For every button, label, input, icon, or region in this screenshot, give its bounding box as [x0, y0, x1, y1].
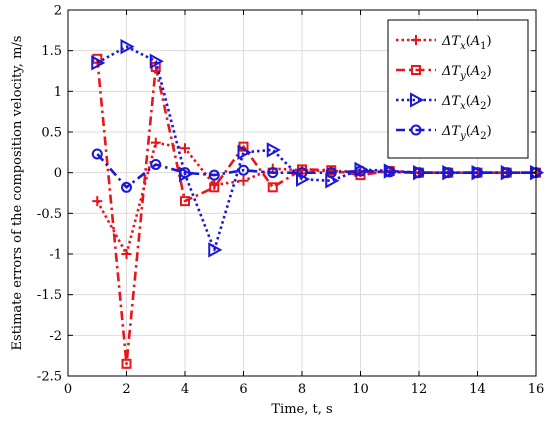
square-marker	[121, 358, 132, 369]
x-tick-label: 16	[528, 382, 545, 397]
plus-marker	[150, 137, 161, 148]
y-tick-label: 0.5	[41, 126, 62, 141]
circle-marker	[150, 159, 162, 171]
x-tick-label: 4	[181, 382, 189, 397]
y-tick-label: -2.5	[37, 370, 62, 385]
triangle-right-marker	[237, 144, 252, 161]
triangle-right-marker	[120, 38, 135, 55]
series-3	[91, 148, 542, 193]
x-tick-label: 6	[239, 382, 247, 397]
x-axis-ticks: 0 2 4 6 8 10 12 14 16	[64, 10, 544, 397]
circle-marker	[472, 167, 483, 179]
square-marker	[180, 196, 190, 207]
legend: ΔTx(A1) ΔTy(A2) ΔTx(A2) ΔTy(A2)	[387, 19, 529, 159]
y-tick-label: 1.5	[41, 44, 62, 59]
legend-label: ΔTy(A2)	[441, 64, 492, 82]
legend-box	[387, 19, 529, 159]
plus-marker	[238, 175, 249, 186]
plus-marker	[121, 249, 132, 259]
x-tick-label: 14	[469, 382, 486, 397]
legend-label: ΔTx(A2)	[441, 94, 492, 112]
y-tick-label: -2	[49, 329, 62, 344]
triangle-right-marker	[91, 55, 106, 71]
circle-marker	[501, 167, 513, 179]
circle-marker	[208, 169, 220, 181]
circle-marker	[91, 148, 103, 160]
y-tick-label: 1	[54, 85, 62, 100]
legend-entry: ΔTx(A2)	[396, 92, 492, 112]
x-tick-label: 0	[64, 382, 72, 397]
series-line	[96, 58, 536, 366]
y-tick-label: -0.5	[37, 207, 62, 222]
legend-label: ΔTy(A2)	[441, 124, 492, 142]
plus-marker	[92, 196, 103, 207]
y-axis-ticks: -2.5 -2 -1.5 -1 -0.5 0 0.5 1 1.5 2	[37, 4, 536, 385]
x-tick-label: 8	[298, 382, 306, 397]
circle-marker	[413, 167, 425, 179]
y-axis-label: Estimate errors of the composition veloc…	[10, 36, 25, 351]
circle-marker	[355, 165, 366, 177]
y-tick-label: -1.5	[37, 288, 62, 303]
circle-marker	[121, 181, 132, 193]
plus-marker	[411, 35, 421, 45]
y-tick-label: 0	[54, 166, 62, 181]
circle-marker	[179, 167, 191, 179]
triangle-right-marker	[266, 142, 281, 158]
y-tick-label: 2	[54, 4, 62, 19]
x-axis-label: Time, t, s	[271, 402, 332, 417]
legend-entry: ΔTy(A2)	[396, 124, 492, 142]
x-tick-label: 10	[352, 382, 369, 397]
circle-marker	[238, 164, 249, 176]
circle-marker	[384, 166, 396, 178]
circle-marker	[296, 167, 308, 179]
square-marker	[209, 182, 220, 193]
circle-marker	[267, 167, 279, 179]
triangle-right-marker	[149, 53, 164, 69]
legend-label: ΔTx(A1)	[441, 34, 492, 52]
plus-marker	[180, 143, 190, 154]
circle-marker	[442, 167, 454, 179]
legend-entry: ΔTy(A2)	[396, 64, 492, 82]
legend-entry: ΔTx(A1)	[396, 34, 492, 52]
y-tick-label: -1	[49, 248, 62, 263]
x-tick-label: 2	[122, 382, 130, 397]
circle-marker	[410, 124, 422, 136]
series-line	[96, 153, 536, 189]
triangle-right-marker	[410, 92, 425, 108]
circle-marker	[325, 167, 337, 179]
square-marker	[411, 65, 421, 75]
x-tick-label: 12	[411, 382, 428, 397]
square-marker	[267, 182, 278, 193]
grid	[67, 9, 537, 377]
triangle-right-marker	[208, 242, 223, 258]
series-line	[96, 141, 536, 256]
series-group	[91, 38, 545, 369]
